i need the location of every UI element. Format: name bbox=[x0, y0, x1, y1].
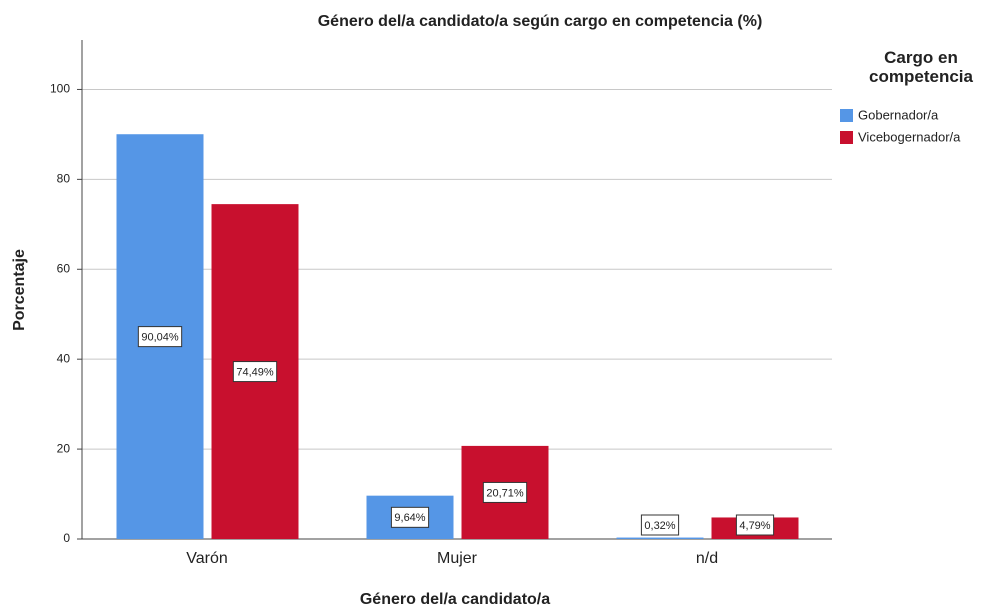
value-label-box bbox=[137, 326, 183, 348]
legend-label: Vicebogernador/a bbox=[858, 129, 961, 144]
value-label-box bbox=[735, 514, 775, 536]
legend-swatch bbox=[840, 109, 853, 122]
x-axis-label: Género del/a candidato/a bbox=[360, 591, 550, 608]
value-label: 90,04% bbox=[141, 332, 179, 344]
value-label: 20,71% bbox=[486, 487, 524, 499]
y-tick-label: 40 bbox=[57, 351, 71, 365]
x-tick-label: Mujer bbox=[437, 550, 478, 567]
value-label-box bbox=[640, 514, 680, 536]
value-label-box bbox=[482, 481, 528, 503]
value-label: 9,64% bbox=[394, 512, 425, 524]
y-tick-label: 20 bbox=[57, 441, 71, 455]
y-tick-label: 0 bbox=[63, 531, 70, 545]
x-tick-label: Varón bbox=[186, 550, 228, 567]
value-label-box bbox=[390, 506, 430, 528]
legend-title: Cargo en competencia bbox=[869, 48, 973, 86]
value-label: 74,49% bbox=[236, 366, 274, 378]
legend-swatch bbox=[840, 131, 853, 144]
y-axis-label: Porcentaje bbox=[11, 249, 28, 331]
x-tick-label: n/d bbox=[696, 550, 718, 567]
value-label-box bbox=[232, 361, 278, 383]
legend-label: Gobernador/a bbox=[858, 107, 939, 122]
bar bbox=[616, 537, 704, 539]
value-label: 4,79% bbox=[739, 520, 770, 532]
chart-title: Género del/a candidato/a según cargo en … bbox=[318, 13, 763, 30]
y-tick-label: 80 bbox=[57, 172, 71, 186]
y-tick-label: 100 bbox=[50, 82, 70, 96]
value-label: 0,32% bbox=[644, 520, 675, 532]
y-tick-label: 60 bbox=[57, 261, 71, 275]
